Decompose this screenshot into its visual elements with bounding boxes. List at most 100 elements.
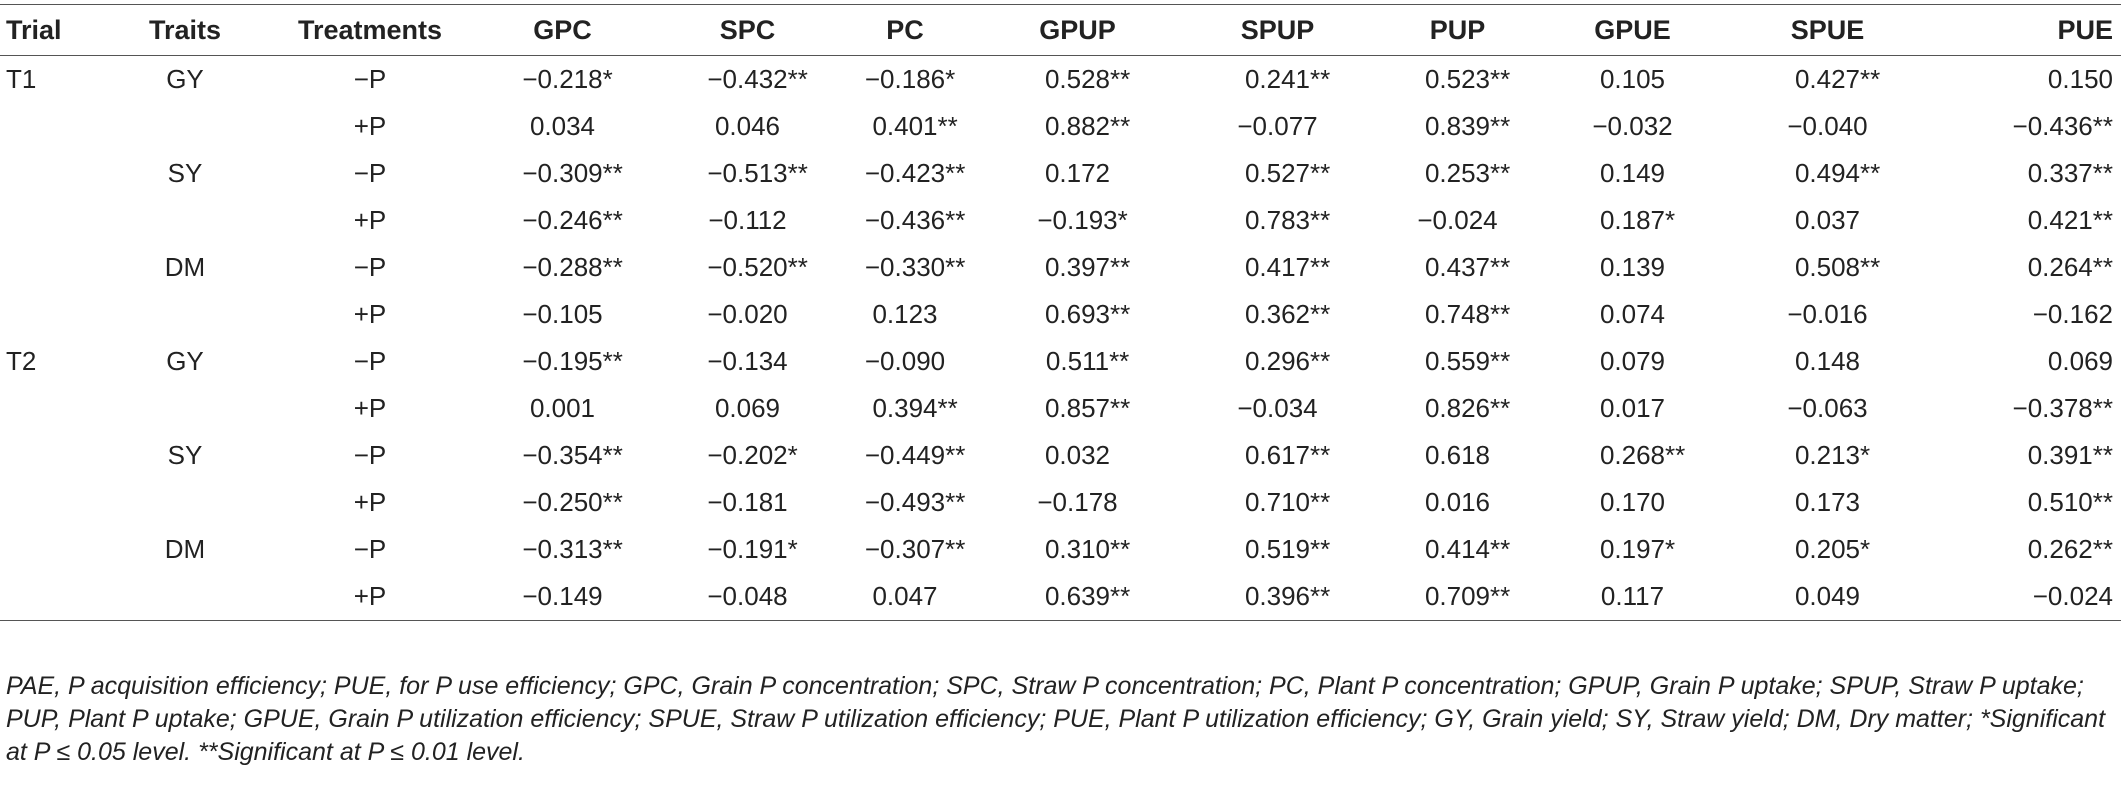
value-cell: −0.330** (864, 252, 966, 282)
value-cell: 0.421** (2027, 205, 2113, 235)
value-cell: 0.427** (1794, 64, 1881, 94)
value-cell: −0.493** (864, 487, 966, 517)
trait-cell: SY (167, 158, 203, 188)
trait-cell (100, 291, 270, 338)
value-cell: 0.783** (1244, 205, 1331, 235)
value-cell: 0.710** (1244, 487, 1331, 517)
value-cell: 0.362** (1244, 299, 1331, 329)
value-cell: −0.024 (1935, 573, 2121, 621)
value-cell: 0.037 (1794, 205, 1861, 235)
trait-cell (100, 103, 270, 150)
trait-cell: SY (167, 440, 203, 470)
header-gpc: GPC (470, 4, 655, 56)
value-cell: 0.001 (529, 393, 596, 423)
header-trial: Trial (0, 4, 100, 56)
treatment-cell: +P (353, 299, 387, 329)
value-cell: −0.195** (522, 346, 623, 376)
trial-cell (0, 244, 100, 291)
value-cell: −0.513** (707, 158, 808, 188)
table-row: SY −P −0.309** −0.513** −0.423** 0.172 0.527**… (0, 150, 2121, 197)
value-cell: −0.149 (470, 573, 655, 621)
value-cell: −0.112 (708, 205, 787, 235)
value-cell: 0.241** (1244, 64, 1331, 94)
value-cell: 0.523** (1424, 64, 1511, 94)
value-cell: 0.857** (1044, 393, 1131, 423)
value-cell: 0.170 (1599, 487, 1666, 517)
header-treatments: Treatments (270, 4, 470, 56)
header-pup: PUP (1370, 4, 1545, 56)
value-cell: −0.436** (2012, 111, 2113, 141)
value-cell: 0.017 (1599, 393, 1666, 423)
value-cell: −0.191* (707, 534, 798, 564)
value-cell: −0.202* (707, 440, 798, 470)
value-cell: 0.034 (529, 111, 596, 141)
trait-cell (100, 385, 270, 432)
trait-cell: DM (164, 534, 206, 564)
treatment-cell: −P (353, 440, 387, 470)
header-spc: SPC (655, 4, 840, 56)
value-cell: 0.148 (1794, 346, 1861, 376)
correlation-table: Trial Traits Treatments GPC SPC PC GPUP … (0, 4, 2121, 621)
value-cell: 0.494** (1794, 158, 1881, 188)
value-cell: 0.559** (1424, 346, 1511, 376)
value-cell: 0.032 (1044, 440, 1111, 470)
value-cell: 0.310** (1044, 534, 1131, 564)
table-footnote: PAE, P acquisition efficiency; PUE, for … (6, 672, 2106, 766)
value-cell: −0.288** (522, 252, 623, 282)
treatment-cell: −P (353, 158, 387, 188)
header-pc: PC (840, 4, 970, 56)
value-cell: 0.069 (2047, 346, 2113, 376)
value-cell: 0.016 (1424, 487, 1491, 517)
treatment-cell: +P (353, 205, 387, 235)
value-cell: −0.250** (522, 487, 623, 517)
treatment-cell: −P (353, 346, 387, 376)
value-cell: 0.268** (1599, 440, 1686, 470)
value-cell: 0.882** (1044, 111, 1131, 141)
trial-cell (0, 197, 100, 244)
value-cell: −0.105 (522, 299, 603, 329)
value-cell: 0.417** (1244, 252, 1331, 282)
value-cell: 0.074 (1599, 299, 1666, 329)
value-cell: 0.397** (1044, 252, 1131, 282)
value-cell: −0.090 (864, 346, 946, 376)
value-cell: 0.123 (872, 299, 938, 329)
table-header-row: Trial Traits Treatments GPC SPC PC GPUP … (0, 4, 2121, 56)
value-cell: −0.048 (655, 573, 840, 621)
value-cell: −0.449** (864, 440, 966, 470)
value-cell: −0.218* (522, 64, 613, 94)
header-spue: SPUE (1720, 4, 1935, 56)
value-cell: −0.354** (522, 440, 623, 470)
value-cell: 0.617** (1244, 440, 1331, 470)
table-row: +P −0.250** −0.181 −0.493** −0.178 0.710** 0.0… (0, 479, 2121, 526)
trial-cell (0, 385, 100, 432)
value-cell: −0.423** (864, 158, 966, 188)
trial-cell (0, 526, 100, 573)
value-cell: 0.205* (1794, 534, 1871, 564)
value-cell: 0.508** (1794, 252, 1881, 282)
trait-cell: GY (166, 346, 204, 376)
trial-cell (0, 150, 100, 197)
value-cell: −0.134 (707, 346, 788, 376)
value-cell: 0.172 (1044, 158, 1111, 188)
value-cell: −0.020 (707, 299, 788, 329)
value-cell: −0.040 (1787, 111, 1868, 141)
value-cell: −0.016 (1787, 299, 1868, 329)
value-cell: 0.639** (970, 573, 1185, 621)
value-cell: 0.069 (714, 393, 781, 423)
trait-cell (100, 479, 270, 526)
value-cell: 0.709** (1370, 573, 1545, 621)
value-cell: 0.046 (714, 111, 781, 141)
table-row: +P −0.246** −0.112 −0.436** −0.193* 0.783** −0… (0, 197, 2121, 244)
value-cell: −0.063 (1787, 393, 1868, 423)
trial-cell: T2 (6, 346, 37, 376)
value-cell: 0.105 (1599, 64, 1666, 94)
value-cell: −0.193* (1037, 205, 1128, 235)
value-cell: 0.173 (1794, 487, 1861, 517)
table-row: T1 GY −P −0.218* −0.432** −0.186* 0.528** 0.241… (0, 56, 2121, 104)
value-cell: −0.024 (1417, 205, 1498, 235)
value-cell: 0.149 (1599, 158, 1666, 188)
treatment-cell: −P (353, 64, 387, 94)
value-cell: −0.309** (522, 158, 623, 188)
value-cell: 0.519** (1244, 534, 1331, 564)
header-traits: Traits (100, 4, 270, 56)
